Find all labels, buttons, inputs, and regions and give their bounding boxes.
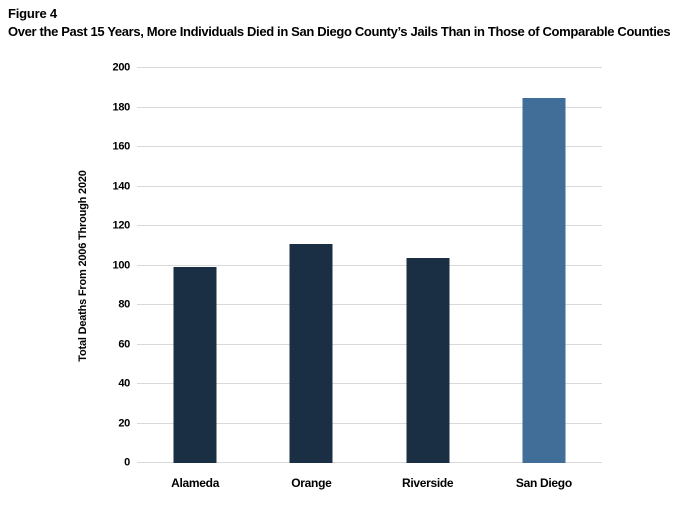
y-tick-40: 40 — [118, 377, 130, 390]
gridline-180 — [137, 106, 602, 108]
bar-slot-alameda — [137, 68, 253, 463]
plot-area — [137, 67, 602, 463]
gridline-60 — [137, 343, 602, 345]
y-tick-120: 120 — [112, 219, 131, 232]
gridline-160 — [137, 146, 602, 147]
y-tick-100: 100 — [112, 259, 131, 271]
figure-label: Figure 4 — [8, 6, 57, 21]
bar-riverside — [406, 257, 450, 463]
gridline-200 — [137, 67, 602, 68]
gridline-100 — [137, 264, 602, 266]
x-tick-riverside: Riverside — [401, 476, 454, 490]
bar-san-diego — [522, 97, 566, 463]
figure-title: Over the Past 15 Years, More Individuals… — [8, 24, 671, 39]
gridlines — [137, 67, 602, 463]
bar-slot-san-diego — [486, 68, 602, 463]
x-tick-orange: Orange — [291, 476, 332, 490]
bar-slot-riverside — [370, 68, 486, 463]
y-tick-140: 140 — [112, 180, 131, 192]
y-tick-80: 80 — [118, 298, 130, 311]
y-tick-0: 0 — [124, 456, 130, 469]
y-tick-20: 20 — [118, 417, 130, 429]
y-tick-160: 160 — [112, 140, 131, 153]
gridline-0 — [137, 462, 602, 463]
bar-slot-orange — [253, 68, 369, 463]
gridline-120 — [137, 225, 602, 226]
x-tick-alameda: Alameda — [171, 476, 220, 490]
gridline-140 — [137, 185, 602, 187]
y-axis-ticks: 0 20 40 60 80 100 120 140 160 180 200 — [0, 62, 131, 468]
gridline-80 — [137, 304, 602, 305]
y-tick-180: 180 — [112, 101, 131, 113]
x-tick-san-diego: San Diego — [515, 476, 572, 490]
bar-alameda — [173, 267, 217, 463]
y-tick-200: 200 — [112, 61, 131, 74]
bar-slots — [137, 68, 602, 463]
gridline-20 — [137, 422, 602, 424]
gridline-40 — [137, 383, 602, 384]
bar-orange — [289, 243, 333, 463]
y-tick-60: 60 — [118, 338, 130, 350]
x-axis-labels: Alameda Orange Riverside San Diego — [137, 476, 602, 490]
